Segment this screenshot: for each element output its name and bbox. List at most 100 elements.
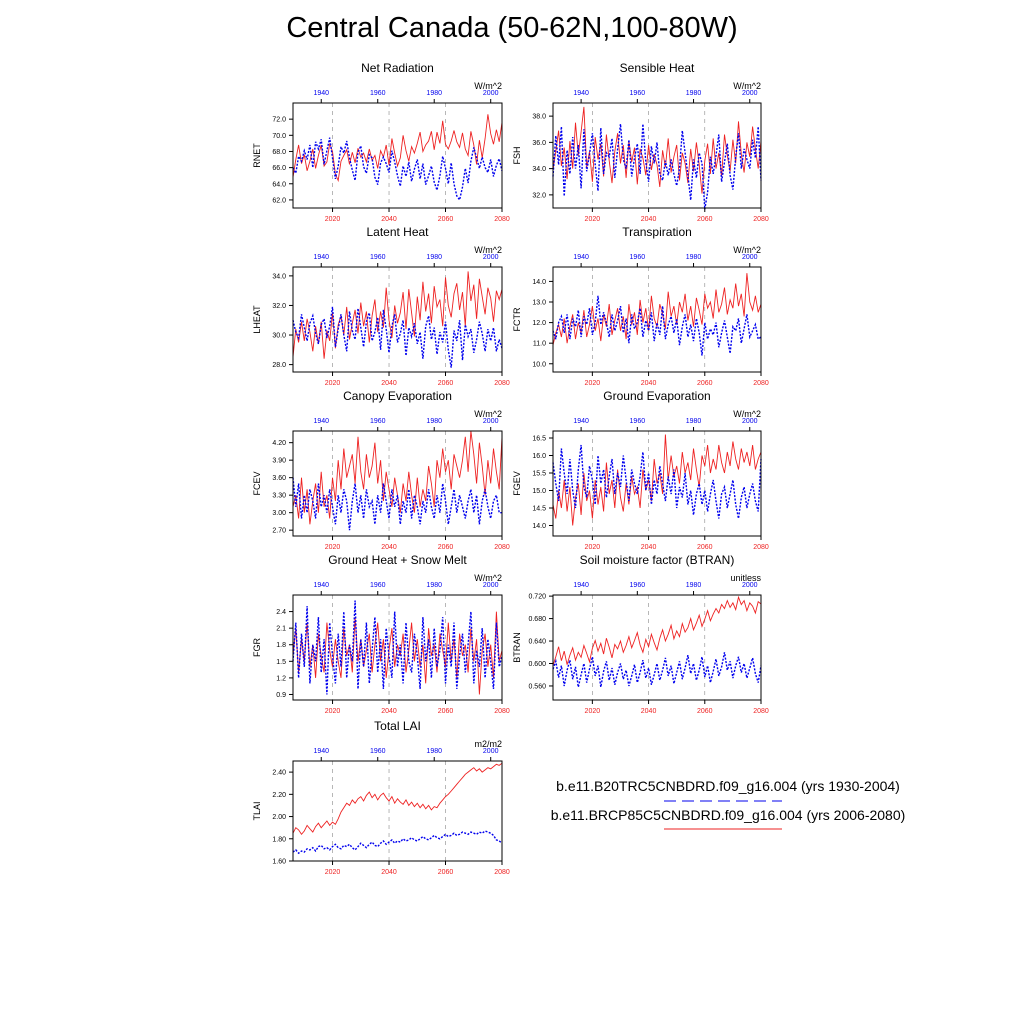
xtick-top-label-tlai: 1940: [313, 748, 329, 755]
xtick-bottom-label-btran: 2060: [697, 708, 713, 715]
xtick-top-label-fgr: 1980: [426, 582, 442, 589]
series-historical-fgev: [552, 444, 762, 519]
xtick-bottom-label-fsh: 2080: [753, 216, 769, 223]
series-historical-tlai: [292, 830, 503, 855]
series-historical-fctr: [552, 295, 762, 356]
series-future-lheat: [292, 271, 503, 359]
units-label-tlai: m2/m2: [474, 739, 502, 749]
ytick-label-btran: 0.720: [528, 594, 546, 601]
ytick-label-fgr: 2.4: [276, 609, 286, 616]
ytick-label-fgr: 0.9: [276, 692, 286, 699]
ytick-label-tlai: 2.40: [272, 770, 286, 777]
xtick-top-label-fsh: 1960: [630, 90, 646, 97]
xtick-top-label-fgr: 1960: [370, 582, 386, 589]
panel-title-lheat: Latent Heat: [366, 225, 429, 239]
xtick-top-label-fgr: 1940: [313, 582, 329, 589]
xtick-bottom-label-lheat: 2020: [325, 380, 341, 387]
ylabel-rnet: RNET: [252, 143, 262, 168]
panel-title-rnet: Net Radiation: [361, 61, 434, 75]
plot-frame-btran: [552, 594, 762, 701]
ytick-label-btran: 0.560: [528, 683, 546, 690]
ylabel-fcev: FCEV: [252, 471, 262, 495]
xtick-top-label-rnet: 2000: [483, 90, 499, 97]
xtick-top-label-fcev: 2000: [483, 418, 499, 425]
xtick-top-label-fgev: 1940: [573, 418, 589, 425]
ytick-label-fcev: 3.60: [272, 475, 286, 482]
ytick-label-tlai: 2.00: [272, 814, 286, 821]
ytick-label-fsh: 38.0: [532, 114, 546, 121]
xtick-top-label-fctr: 1980: [686, 254, 702, 261]
xtick-bottom-label-fsh: 2020: [585, 216, 601, 223]
panel-title-fgev: Ground Evaporation: [603, 389, 710, 403]
units-label-btran: unitless: [730, 573, 761, 583]
xtick-bottom-label-fsh: 2060: [697, 216, 713, 223]
ytick-label-btran: 0.640: [528, 639, 546, 646]
xtick-top-label-fcev: 1940: [313, 418, 329, 425]
ytick-label-fctr: 13.0: [532, 300, 546, 307]
series-future-fgev: [552, 434, 762, 526]
ytick-label-fcev: 2.70: [272, 528, 286, 535]
xtick-top-label-fgev: 1980: [686, 418, 702, 425]
xtick-bottom-label-fgr: 2020: [325, 708, 341, 715]
ytick-label-fctr: 12.0: [532, 320, 546, 327]
ytick-label-fgev: 16.5: [532, 436, 546, 443]
xtick-bottom-label-fgev: 2040: [641, 544, 657, 551]
ytick-label-rnet: 66.0: [272, 165, 286, 172]
ytick-label-fcev: 4.20: [272, 440, 286, 447]
xtick-top-label-fctr: 2000: [742, 254, 758, 261]
xtick-top-label-fcev: 1980: [426, 418, 442, 425]
xtick-top-label-btran: 1960: [630, 582, 646, 589]
plot-frame-fgr: [292, 594, 503, 701]
units-label-rnet: W/m^2: [474, 81, 502, 91]
series-historical-btran: [552, 652, 762, 688]
series-future-rnet: [292, 114, 503, 183]
xtick-bottom-label-fgev: 2060: [697, 544, 713, 551]
ytick-label-fgr: 1.8: [276, 642, 286, 649]
series-historical-fgr: [292, 600, 503, 695]
ylabel-lheat: LHEAT: [252, 305, 262, 334]
xtick-bottom-label-tlai: 2020: [325, 869, 341, 876]
xtick-top-label-btran: 1980: [686, 582, 702, 589]
ytick-label-tlai: 1.60: [272, 859, 286, 866]
series-future-fctr: [552, 273, 762, 346]
ylabel-fctr: FCTR: [512, 307, 522, 331]
xtick-top-label-fcev: 1960: [370, 418, 386, 425]
ytick-label-lheat: 34.0: [272, 273, 286, 280]
plot-frame-fgev: [552, 430, 762, 537]
ytick-label-fsh: 32.0: [532, 192, 546, 199]
ytick-label-tlai: 2.20: [272, 792, 286, 799]
units-label-fgev: W/m^2: [733, 409, 761, 419]
ytick-label-fsh: 36.0: [532, 140, 546, 147]
xtick-bottom-label-fgev: 2080: [753, 544, 769, 551]
xtick-bottom-label-fgev: 2020: [585, 544, 601, 551]
xtick-top-label-tlai: 1980: [426, 748, 442, 755]
ytick-label-rnet: 68.0: [272, 149, 286, 156]
xtick-top-label-btran: 1940: [573, 582, 589, 589]
plot-frame-tlai: [292, 760, 503, 862]
ytick-label-rnet: 64.0: [272, 181, 286, 188]
figure-title: Central Canada (50-62N,100-80W): [286, 12, 738, 44]
ytick-label-tlai: 1.80: [272, 836, 286, 843]
ytick-label-fgr: 1.5: [276, 659, 286, 666]
plot-frame-fsh: [552, 102, 762, 209]
xtick-top-label-lheat: 2000: [483, 254, 499, 261]
ylabel-fgr: FGR: [252, 638, 262, 657]
series-future-fcev: [292, 430, 503, 525]
xtick-top-label-fctr: 1940: [573, 254, 589, 261]
xtick-bottom-label-tlai: 2040: [381, 869, 397, 876]
ytick-label-fctr: 10.0: [532, 361, 546, 368]
panel-title-fcev: Canopy Evaporation: [343, 389, 452, 403]
ytick-label-fgev: 14.0: [532, 523, 546, 530]
xtick-top-label-lheat: 1980: [426, 254, 442, 261]
xtick-bottom-label-btran: 2080: [753, 708, 769, 715]
plot-frame-fcev: [292, 430, 503, 537]
xtick-top-label-fctr: 1960: [630, 254, 646, 261]
xtick-top-label-rnet: 1960: [370, 90, 386, 97]
xtick-bottom-label-fcev: 2080: [494, 544, 510, 551]
series-historical-rnet: [292, 137, 503, 202]
xtick-bottom-label-fctr: 2040: [641, 380, 657, 387]
series-future-fsh: [552, 106, 762, 194]
xtick-bottom-label-rnet: 2020: [325, 216, 341, 223]
units-label-fgr: W/m^2: [474, 573, 502, 583]
ytick-label-fcev: 3.90: [272, 458, 286, 465]
